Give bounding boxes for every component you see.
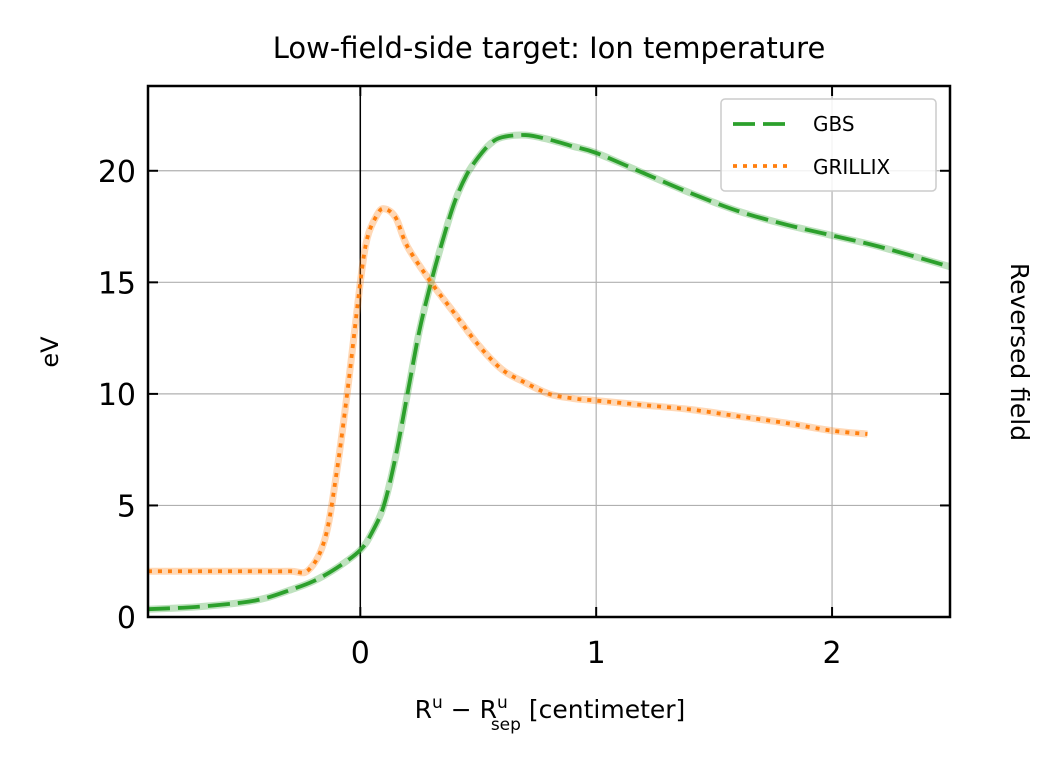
plot-frame [146,84,952,619]
series-band-gbs [147,131,951,613]
y-tick-label: 10 [98,378,136,413]
side-label: Reversed field [1005,263,1034,441]
y-tick-label: 20 [98,155,136,190]
series-band-grillix [148,205,868,577]
legend: GBS GRILLIX [720,98,937,192]
x-tick-label: 1 [587,636,606,671]
x-tick-label: 2 [823,636,842,671]
y-tick-label: 0 [117,601,136,636]
legend-frame [720,98,937,192]
y-axis-label: eV [36,336,64,368]
legend-label-gbs: GBS [813,112,855,136]
y-tick-label: 5 [117,489,136,524]
chart-title: Low-field-side target: Ion temperature [273,31,826,65]
series-layer [147,131,951,613]
x-axis-label: Ru − Ru sep [centimeter] [415,693,686,735]
legend-label-grillix: GRILLIX [813,155,890,179]
y-tick-label: 15 [98,266,136,301]
x-tick-label: 0 [351,636,370,671]
series-line-grillix [148,206,868,575]
series-line-gbs [147,133,951,612]
